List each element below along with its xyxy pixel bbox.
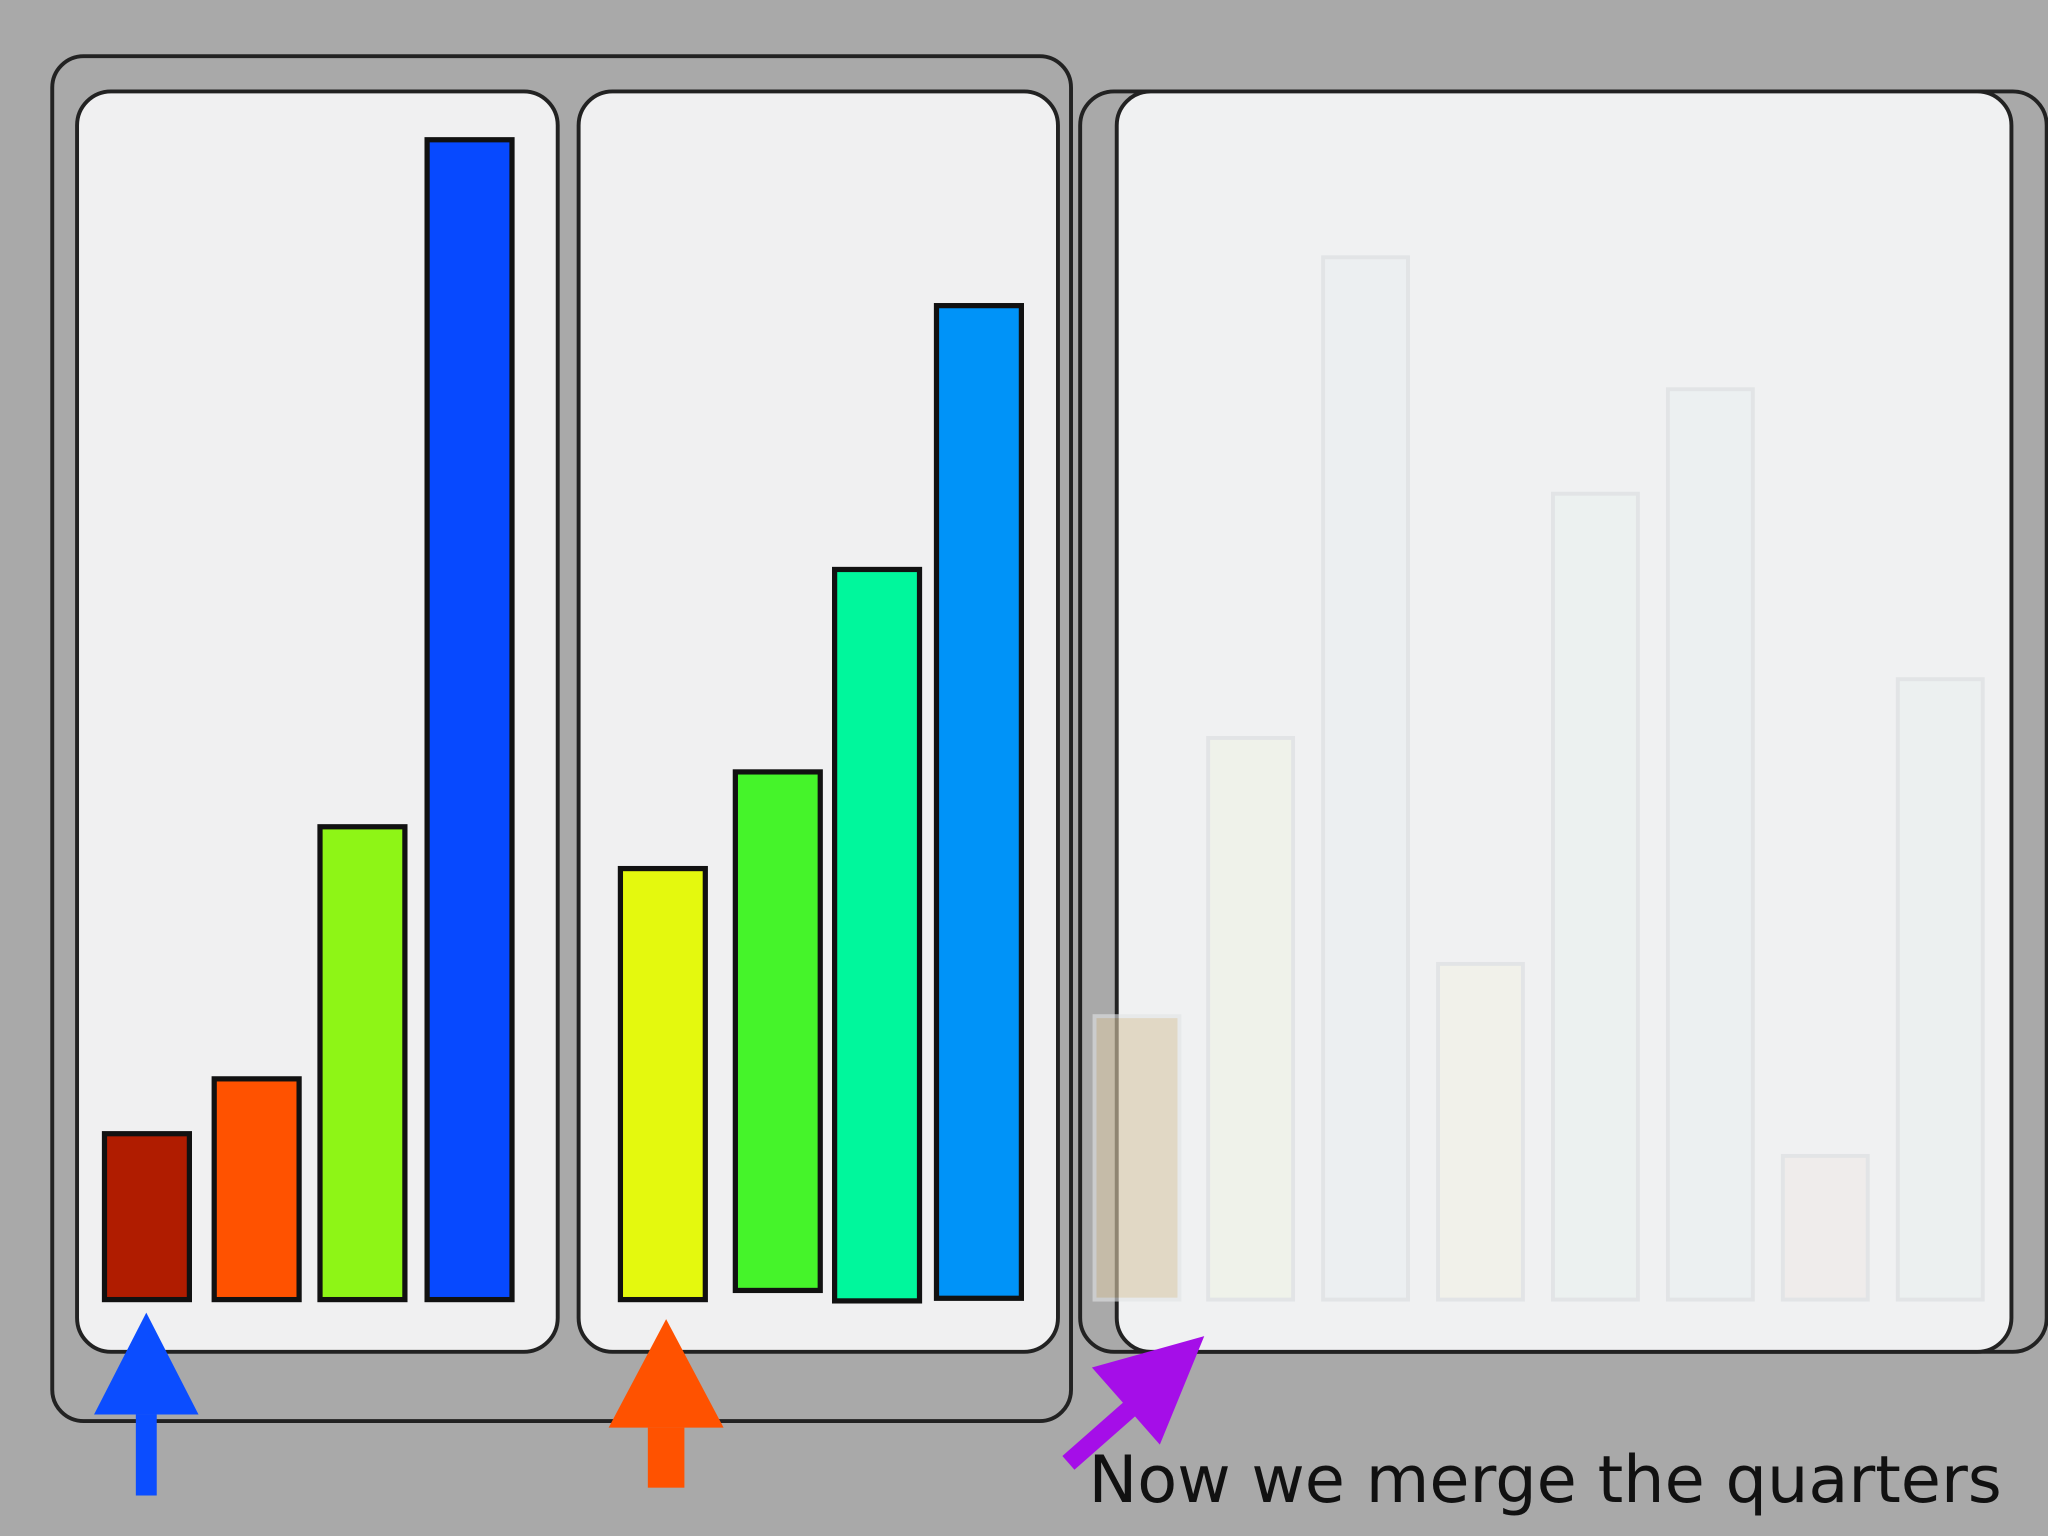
bar (832, 566, 923, 1304)
caption: Now we merge the quarters (1088, 1442, 2001, 1518)
bar (1665, 387, 1755, 1302)
bar (211, 1076, 302, 1303)
bar-group (101, 137, 515, 1303)
arrow (94, 1312, 199, 1496)
arrow (608, 1319, 724, 1488)
bar (1206, 736, 1296, 1302)
bar (617, 865, 708, 1303)
bar (424, 137, 515, 1303)
bar (732, 769, 823, 1294)
bar (317, 824, 408, 1303)
bar (933, 303, 1024, 1301)
bar (1780, 1153, 1870, 1302)
faded-bars (1092, 255, 1985, 1302)
bar (1551, 491, 1640, 1302)
bar (1895, 677, 1985, 1302)
bar (1436, 961, 1525, 1302)
arrow (1062, 1336, 1205, 1470)
bar-group (617, 303, 1024, 1304)
bar (101, 1131, 192, 1303)
bar (1321, 255, 1410, 1302)
bar (1092, 1014, 1182, 1302)
